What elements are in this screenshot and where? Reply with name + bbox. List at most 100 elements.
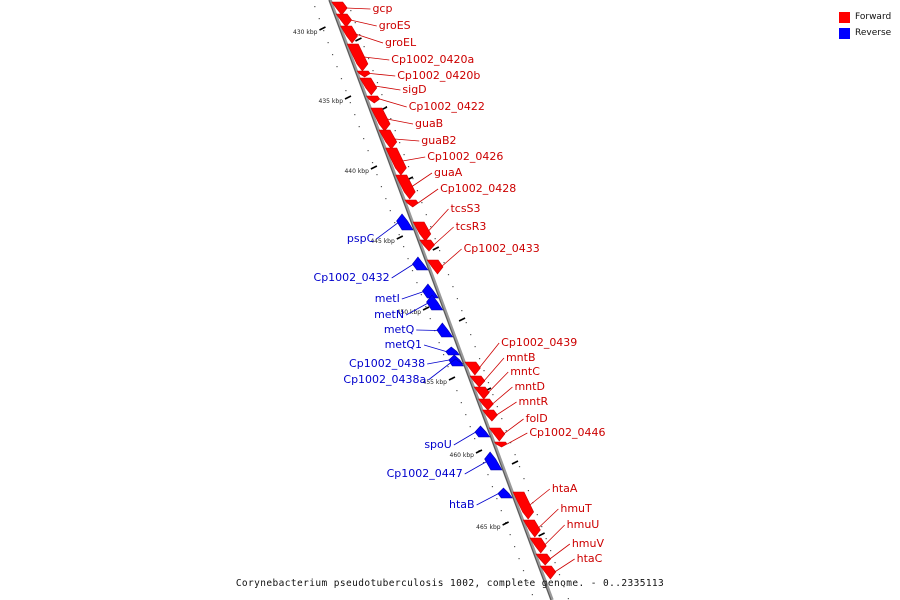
forward-feature-label: groEL	[385, 36, 417, 49]
forward-feature-groEL: groEL	[340, 25, 417, 49]
minor-tick	[371, 162, 374, 164]
forward-feature-label: Cp1002_0426	[427, 150, 503, 163]
forward-feature-htaC: htaC	[539, 552, 603, 580]
minor-tick	[425, 214, 427, 216]
features: gcp groES groEL Cp1002_0420a Cp1002_0420bsig…	[314, 1, 605, 580]
major-tick	[344, 95, 352, 100]
minor-tick	[430, 226, 432, 228]
forward-feature-label: gcp	[372, 2, 392, 15]
feature-connector	[453, 431, 477, 446]
minor-tick	[527, 582, 529, 584]
major-tick	[448, 376, 456, 381]
minor-tick	[363, 46, 365, 48]
forward-arrow	[512, 491, 535, 520]
major-tick	[370, 165, 378, 170]
minor-tick	[482, 462, 485, 464]
forward-feature-tcsR3: tcsR3	[419, 220, 487, 252]
minor-tick	[416, 282, 418, 284]
tick-label: 435 kbp	[319, 98, 344, 105]
forward-feature-guaB: guaB	[370, 107, 443, 132]
reverse-feature-label: metI	[375, 292, 400, 305]
forward-feature-label: hmuU	[567, 518, 600, 531]
minor-tick	[420, 294, 422, 296]
minor-tick	[527, 490, 530, 492]
feature-connector	[423, 344, 447, 352]
tick-label: 460 kbp	[450, 452, 475, 459]
minor-tick	[487, 382, 490, 384]
major-tick	[475, 449, 483, 454]
forward-feature-hmuV: hmuV	[535, 537, 605, 566]
minor-tick	[523, 478, 525, 480]
major-tick	[432, 246, 440, 251]
forward-feature-Cp1002_0420b: Cp1002_0420b	[356, 69, 480, 82]
reverse-feature-label: Cp1002_0432	[314, 271, 390, 284]
reverse-feature-label: htaB	[449, 498, 475, 511]
reverse-arrow	[474, 425, 491, 438]
minor-tick	[323, 30, 325, 32]
feature-connector	[554, 558, 575, 573]
minor-tick	[350, 10, 352, 12]
minor-tick	[399, 142, 401, 144]
forward-arrow	[331, 1, 348, 16]
forward-feature-label: Cp1002_0422	[409, 100, 485, 113]
reverse-arrow	[484, 451, 503, 471]
minor-tick	[509, 534, 511, 536]
forward-feature-Cp1002_0446: Cp1002_0446	[493, 426, 605, 448]
feature-connector	[394, 138, 420, 142]
genome-backbone	[328, 0, 554, 600]
forward-feature-label: groES	[379, 19, 411, 32]
reverse-feature-label: metN	[374, 308, 404, 321]
reverse-arrow	[426, 294, 444, 311]
minor-tick	[545, 538, 547, 540]
forward-feature-htaA: htaA	[512, 482, 578, 520]
major-tick	[396, 235, 404, 240]
minor-tick	[394, 222, 396, 224]
reverse-feature-Cp1002_0447: Cp1002_0447	[387, 451, 503, 480]
minor-tick	[518, 558, 520, 560]
minor-tick	[541, 526, 543, 528]
minor-tick	[376, 174, 378, 176]
legend-swatch-reverse	[839, 27, 850, 39]
forward-feature-Cp1002_0426: Cp1002_0426	[385, 147, 503, 176]
reverse-arrow	[449, 358, 465, 367]
reverse-feature-htaB: htaB	[449, 487, 513, 511]
minor-tick	[439, 250, 441, 252]
feature-connector	[364, 56, 390, 61]
forward-feature-Cp1002_0422: Cp1002_0422	[365, 95, 485, 113]
feature-connector	[350, 19, 377, 27]
minor-tick	[385, 198, 387, 200]
forward-feature-label: htaC	[577, 552, 603, 565]
reverse-feature-label: spoU	[424, 438, 452, 451]
major-tick	[511, 460, 519, 465]
minor-tick	[491, 486, 494, 488]
minor-tick	[492, 394, 494, 396]
forward-feature-Cp1002_0428: Cp1002_0428	[404, 182, 516, 208]
forward-arrow	[529, 537, 547, 554]
minor-tick	[390, 118, 392, 120]
major-tick	[538, 532, 545, 537]
forward-feature-Cp1002_0439: Cp1002_0439	[464, 336, 577, 376]
forward-arrow	[378, 129, 398, 150]
forward-arrow	[535, 553, 552, 566]
forward-feature-label: hmuT	[560, 502, 592, 515]
forward-feature-label: tcsR3	[456, 220, 487, 233]
feature-connector	[374, 85, 401, 91]
feature-connector	[417, 188, 439, 204]
feature-connector	[538, 508, 559, 529]
forward-feature-gcp: gcp	[331, 1, 392, 16]
forward-arrow	[478, 398, 494, 411]
minor-tick	[416, 190, 419, 192]
minor-tick	[443, 262, 445, 264]
genome-backbone-highlight	[328, 0, 552, 600]
forward-arrow	[522, 519, 541, 538]
feature-connector	[428, 362, 451, 381]
minor-tick	[496, 406, 498, 408]
feature-connector	[478, 342, 500, 369]
minor-tick	[345, 90, 347, 92]
minor-tick	[447, 366, 449, 368]
tick-label: 455 kbp	[423, 379, 448, 386]
reverse-feature-metQ1: metQ1	[385, 338, 460, 356]
forward-feature-Cp1002_0420a: Cp1002_0420a	[346, 43, 474, 72]
forward-arrow	[539, 565, 557, 580]
forward-feature-label: hmuV	[572, 537, 605, 550]
